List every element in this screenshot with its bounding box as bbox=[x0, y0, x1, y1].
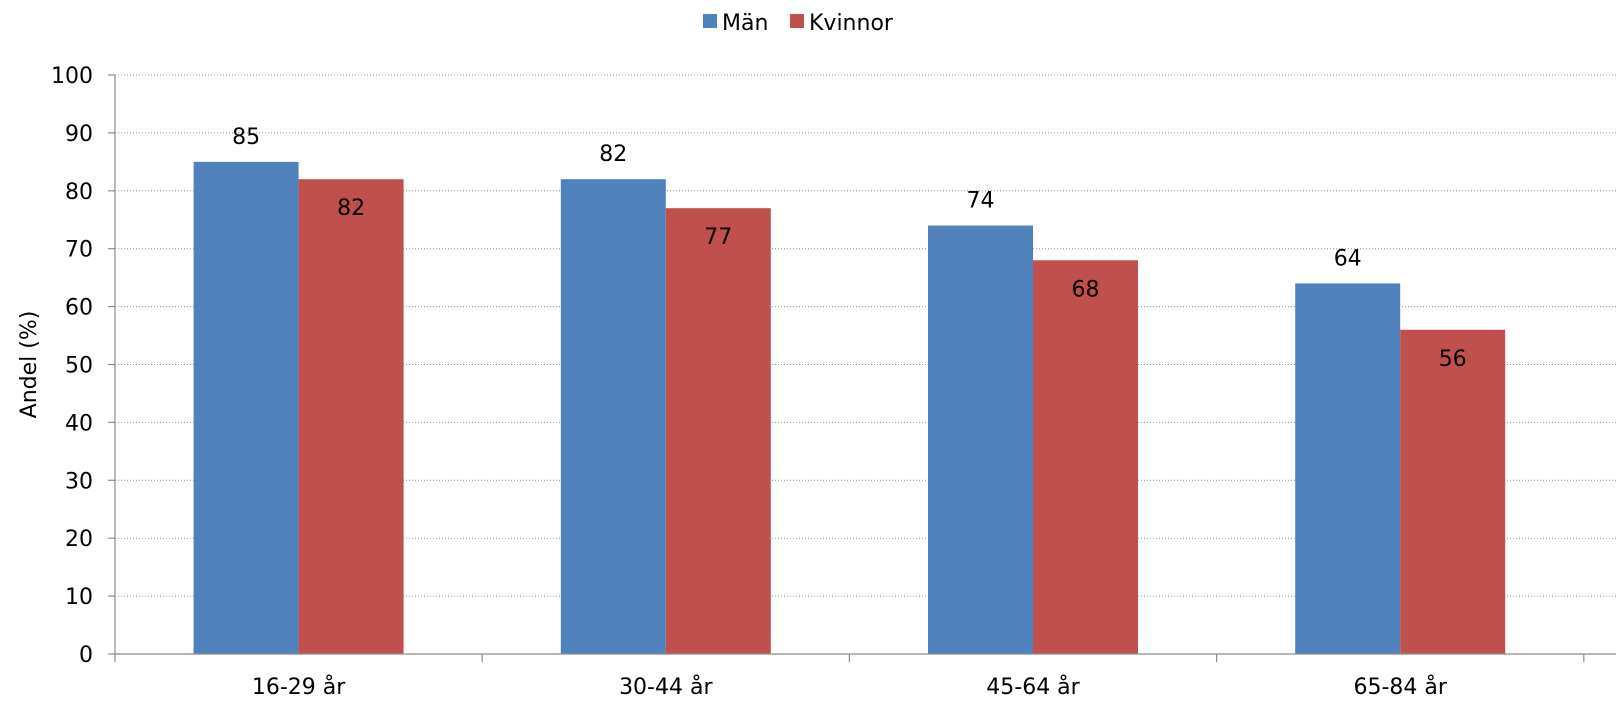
y-tick-labels: 0 10 20 30 40 50 60 70 80 90 100 bbox=[51, 64, 115, 668]
data-label: 74 bbox=[967, 189, 995, 214]
bar-kvinnor bbox=[665, 208, 771, 655]
bar-kvinnor bbox=[1033, 260, 1138, 654]
y-tick-label: 70 bbox=[65, 238, 93, 263]
y-axis-title: Andel (%) bbox=[17, 311, 42, 419]
y-tick-label: 50 bbox=[65, 354, 93, 379]
y-tick-label: 10 bbox=[65, 585, 93, 610]
legend-label: Kvinnor bbox=[809, 11, 894, 36]
y-tick-label: 100 bbox=[51, 64, 93, 89]
bar-man bbox=[560, 179, 666, 654]
data-label: 56 bbox=[1439, 347, 1467, 372]
data-label: 64 bbox=[1334, 246, 1362, 271]
bar-man bbox=[193, 161, 299, 654]
x-category-label: 65-84 år bbox=[1353, 674, 1447, 700]
data-label: 68 bbox=[1072, 277, 1100, 302]
data-label: 82 bbox=[337, 196, 365, 221]
data-label: 85 bbox=[232, 125, 260, 150]
data-label: 82 bbox=[599, 142, 627, 167]
x-category-label: 30-44 år bbox=[619, 674, 713, 700]
y-tick-label: 60 bbox=[65, 296, 93, 321]
data-labels: 85 82 82 77 74 68 64 56 bbox=[232, 125, 1467, 372]
data-label: 77 bbox=[704, 225, 732, 250]
x-category-label: 16-29 år bbox=[252, 674, 346, 700]
y-tick-label: 20 bbox=[65, 527, 93, 552]
legend-swatch bbox=[703, 14, 717, 28]
bar-kvinnor bbox=[298, 179, 404, 654]
gridlines bbox=[115, 74, 1616, 597]
y-tick-label: 80 bbox=[65, 180, 93, 205]
bar-man bbox=[928, 225, 1033, 655]
x-category-labels: 16-29 år 30-44 år 45-64 år 65-84 år bbox=[252, 674, 1448, 700]
bar-man bbox=[1295, 283, 1401, 654]
legend-swatch bbox=[790, 14, 804, 28]
legend-label: Män bbox=[722, 11, 768, 36]
y-tick-label: 0 bbox=[79, 643, 93, 668]
x-category-label: 45-64 år bbox=[986, 674, 1080, 700]
legend: Män Kvinnor bbox=[703, 11, 894, 36]
bars bbox=[193, 161, 1506, 655]
y-tick-label: 90 bbox=[65, 122, 93, 147]
bar-kvinnor bbox=[1400, 329, 1506, 654]
y-tick-label: 40 bbox=[65, 411, 93, 436]
y-tick-label: 30 bbox=[65, 469, 93, 494]
